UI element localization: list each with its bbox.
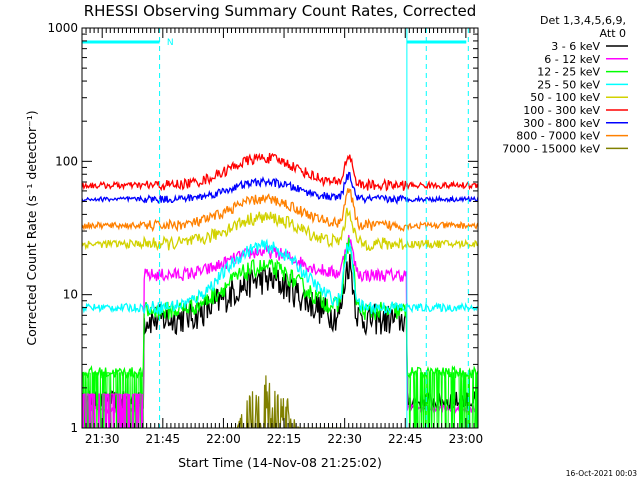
footer-timestamp: 16-Oct-2021 00:03 xyxy=(566,469,637,478)
x-tick-label-3: 22:15 xyxy=(267,432,302,446)
gap-noise-green-left xyxy=(82,372,144,428)
chart-title: RHESSI Observing Summary Count Rates, Co… xyxy=(84,2,477,20)
y-axis-label: Corrected Count Rate (s⁻¹ detector⁻¹) xyxy=(24,110,39,345)
legend-label-3: 25 - 50 keV xyxy=(537,78,600,91)
series-line-2 xyxy=(82,237,478,381)
legend-label-4: 50 - 100 keV xyxy=(530,91,600,104)
x-tick-label-5: 22:45 xyxy=(388,432,423,446)
x-tick-label-6: 23:00 xyxy=(449,432,484,446)
legend-label-1: 6 - 12 keV xyxy=(544,53,600,66)
series-line-7 xyxy=(82,188,478,233)
legend-label-6: 300 - 800 keV xyxy=(523,117,600,130)
legend-label-8: 7000 - 15000 keV xyxy=(502,142,600,155)
y-tick-label-1: 10 xyxy=(63,288,78,302)
series-line-6 xyxy=(82,171,478,205)
legend-label-2: 12 - 25 keV xyxy=(537,66,600,79)
gap-noise-green-right xyxy=(408,372,478,428)
x-tick-label-4: 22:30 xyxy=(327,432,362,446)
y-tick-label-2: 100 xyxy=(55,154,78,168)
annotation-label: N xyxy=(167,38,174,48)
legend-header-line1: Det 1,3,4,5,6,9, xyxy=(540,14,626,27)
x-axis-label: Start Time (14-Nov-08 21:25:02) xyxy=(178,455,382,470)
data-layer xyxy=(82,152,478,428)
legend-label-7: 800 - 7000 keV xyxy=(516,130,600,143)
gap-noise-magenta-left xyxy=(82,393,144,428)
series-line-3 xyxy=(82,238,478,315)
legend-label-5: 100 - 300 keV xyxy=(523,104,600,117)
x-tick-label-1: 21:45 xyxy=(146,432,181,446)
series-line-4 xyxy=(82,207,478,251)
y-tick-label-3: 1000 xyxy=(47,21,78,35)
x-tick-label-2: 22:00 xyxy=(206,432,241,446)
x-tick-label-0: 21:30 xyxy=(85,432,120,446)
series-line-5 xyxy=(82,152,478,192)
legend-label-0: 3 - 6 keV xyxy=(551,40,600,53)
y-tick-label-0: 1 xyxy=(70,421,78,435)
legend-header-line2: Att 0 xyxy=(600,27,626,40)
